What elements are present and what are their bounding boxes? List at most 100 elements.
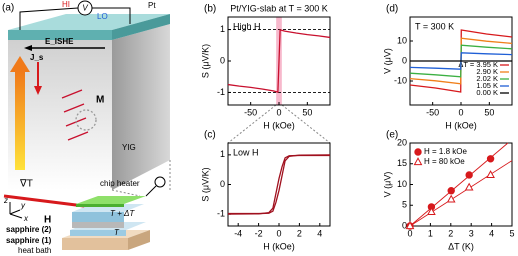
legend-label: H = 80 kOe (424, 157, 465, 166)
x-tick-label: 1 (428, 228, 433, 238)
arrowhead (34, 86, 42, 95)
legend-label: 1.05 K (476, 81, 498, 90)
point (446, 194, 456, 203)
x-tick-label: -50 (426, 107, 439, 117)
e-ishe-label: E_ISHE (45, 37, 74, 46)
panel-label: (d) (386, 4, 398, 15)
chip-heater-front (76, 204, 124, 207)
fit-line (409, 160, 513, 227)
y-tick-label: -1 (217, 87, 225, 97)
x-tick-label: -2 (255, 228, 263, 238)
axis-y: y (20, 201, 26, 210)
y-tick-label: 0 (220, 55, 225, 65)
panel-a: (a) V HI LO Pt E_ISHE J_s ∇T M YIG H z y (2, 0, 171, 255)
x-tick-label: 0 (276, 107, 281, 117)
zoom-lines (111, 160, 171, 197)
arrowhead (10, 56, 30, 72)
hi-label: HI (62, 0, 70, 9)
y-tick-label: 15 (397, 158, 407, 168)
pt-side (112, 14, 170, 40)
legend-marker (414, 148, 422, 156)
legend-label: 2.90 K (476, 67, 498, 76)
sample (72, 222, 124, 228)
heat-bath-label: heat bath (18, 246, 51, 255)
legend-label: 0.00 K (476, 88, 498, 97)
x-tick-label: 50 (302, 107, 312, 117)
axis-x: x (23, 214, 29, 223)
t-dt-label: T + ΔT (110, 209, 135, 218)
y-axis-label: V (μV) (382, 48, 392, 74)
x-axis-label: H (kOe) (263, 120, 295, 130)
x-tick-label: 0 (407, 228, 412, 238)
wire (19, 7, 79, 30)
x-axis-label: ΔT (K) (448, 241, 474, 251)
annotation: High H (233, 21, 261, 31)
legend-label: ΔT = 3.95 K (458, 60, 498, 69)
panel-label: (a) (2, 3, 14, 14)
m-arrows (61, 89, 97, 141)
x-tick-label: 2 (448, 228, 453, 238)
x-tick-label: -50 (244, 107, 257, 117)
v-label: V (82, 4, 88, 13)
y-tick-label: 10 (397, 35, 407, 45)
point (465, 171, 473, 179)
y-tick-label: 20 (397, 137, 407, 147)
annotation: T = 300 K (415, 21, 454, 31)
x-tick-label: 5 (509, 228, 514, 238)
y-tick-label: 0 (402, 55, 407, 65)
m-label: M (96, 95, 104, 106)
heat-bath (62, 238, 128, 250)
x-tick-label: 3 (469, 228, 474, 238)
annotation: Low H (233, 147, 259, 157)
sapphire2-label: sapphire (2) (6, 225, 52, 234)
point (405, 221, 415, 230)
y-tick-label: 0 (220, 179, 225, 189)
y-tick-label: 1 (220, 24, 225, 34)
yig-label: YIG (122, 143, 136, 152)
voltmeter (77, 0, 93, 16)
series-line (228, 154, 331, 215)
panel-label: (c) (204, 130, 216, 141)
series-line (227, 29, 331, 93)
legend-marker (413, 157, 423, 166)
grad-arrow (15, 72, 25, 170)
arrowhead (24, 45, 32, 51)
js-label: J_s (30, 53, 44, 62)
y-axis-label: S (μV/K) (200, 167, 210, 201)
legend-label: 2.02 K (476, 74, 498, 83)
yig-side (112, 24, 170, 190)
y-tick-label: 1 (220, 149, 225, 159)
y-tick-label: 0 (402, 220, 407, 230)
point (447, 187, 455, 195)
point (464, 182, 474, 191)
x-tick-label: 2 (297, 228, 302, 238)
x-tick-label: -4 (234, 228, 242, 238)
pt-front (8, 30, 112, 40)
x-tick-label: 4 (489, 228, 494, 238)
chart-title: Pt/YIG-slab at T = 300 K (230, 3, 327, 13)
axis-z: z (3, 196, 8, 205)
wire (145, 185, 157, 197)
wire (92, 7, 131, 24)
y-tick-label: -1 (217, 209, 225, 219)
x-tick-label: 0 (458, 107, 463, 117)
x-tick-label: 50 (484, 107, 494, 117)
point (427, 207, 436, 215)
sapphire1-label: sapphire (1) (6, 236, 52, 245)
y-tick-label: 10 (397, 179, 407, 189)
y-tick-label: 5 (402, 200, 407, 210)
x-axis-label: H (kOe) (263, 241, 295, 251)
legend-label: H = 1.8 kOe (424, 147, 467, 156)
x-tick-label: 4 (317, 228, 322, 238)
axes-icon (9, 202, 23, 219)
panel-label: (b) (204, 4, 216, 15)
x-tick-label: 0 (276, 228, 281, 238)
grad-t-label: ∇T (19, 179, 33, 190)
panel-label: (e) (386, 130, 398, 141)
chip-heater-label: chip heater (100, 179, 140, 188)
point (486, 155, 495, 163)
y-axis-label: S (μV/K) (200, 44, 210, 78)
sapphire1 (70, 230, 126, 236)
point (486, 170, 495, 179)
